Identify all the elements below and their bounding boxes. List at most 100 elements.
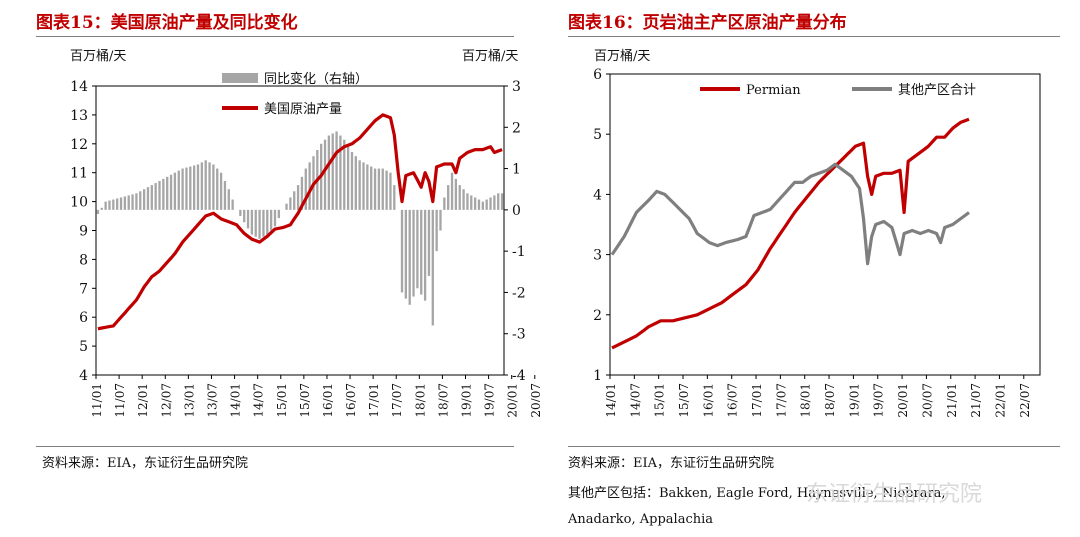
yoy-bar xyxy=(423,209,427,301)
yoy-bar xyxy=(466,193,469,210)
yoy-bar xyxy=(277,209,280,219)
yoy-bar xyxy=(189,166,192,210)
left-x-tick-label: 18/01 xyxy=(413,383,427,418)
right-chart-y-tick-label: 6 xyxy=(593,67,602,83)
yoy-bar xyxy=(273,209,277,227)
legend-line-label: 美国原油产量 xyxy=(264,102,342,117)
right-chart-x-tick-label: 17/01 xyxy=(750,383,764,418)
yoy-bar xyxy=(262,209,265,237)
right-y-tick-label: -3 xyxy=(512,327,526,343)
yoy-bar xyxy=(231,199,234,210)
yoy-bar xyxy=(497,193,500,210)
yoy-bar xyxy=(289,197,292,210)
right-note-line2: Anadarko, Appalachia xyxy=(568,512,714,527)
yoy-bar xyxy=(119,197,123,210)
yoy-bar xyxy=(181,168,184,210)
left-y-tick-label: 12 xyxy=(70,137,88,153)
left-x-tick-label: 14/07 xyxy=(252,383,266,418)
right-chart-panel: 图表16：页岩油主产区原油产量分布 百万桶/天 Permian 其他产区合计 1… xyxy=(560,0,1080,537)
yoy-bar xyxy=(473,197,477,210)
yoy-bar xyxy=(385,170,388,210)
left-x-tick-label: 13/01 xyxy=(182,383,196,418)
left-x-tick-label: 16/01 xyxy=(321,383,335,418)
right-chart-title: 图表16：页岩油主产区原油产量分布 xyxy=(568,13,847,33)
yoy-bar xyxy=(135,193,138,210)
yoy-bar xyxy=(158,180,161,210)
yoy-bar xyxy=(373,168,377,210)
left-y-tick-label: 14 xyxy=(70,79,88,95)
left-x-tick-label: 16/07 xyxy=(344,383,358,418)
yoy-bar xyxy=(331,133,334,210)
yoy-bar xyxy=(127,195,130,210)
right-chart-svg: 百万桶/天 Permian 其他产区合计 1 2 3 4 5 6 14/01 14/07 15/… xyxy=(593,49,1041,418)
right-y-tick-label: 0 xyxy=(512,203,521,219)
permian-line xyxy=(611,117,970,350)
left-y-tick-label: 6 xyxy=(79,310,88,326)
yoy-bar xyxy=(412,209,415,297)
right-legend: Permian 其他产区合计 xyxy=(700,83,976,98)
right-chart-x-tick-label: 20/01 xyxy=(896,383,910,418)
left-y-axis-unit: 百万桶/天 xyxy=(70,49,126,64)
right-chart-x-tick-label: 22/01 xyxy=(993,383,1007,418)
left-plot-frame xyxy=(95,85,505,376)
yoy-bar xyxy=(420,209,423,295)
left-x-tick-label: 20/01 xyxy=(506,383,520,418)
yoy-bar xyxy=(370,166,373,210)
yoy-bar xyxy=(323,139,327,210)
yoy-bar xyxy=(354,156,357,210)
yoy-bar xyxy=(404,209,408,299)
left-x-tick-label: 19/01 xyxy=(460,383,474,418)
right-chart-x-tick-label: 14/07 xyxy=(628,383,642,418)
yoy-bar xyxy=(162,178,165,210)
right-source-divider xyxy=(568,446,1060,447)
yoy-bar xyxy=(266,209,269,235)
us-crude-production-line xyxy=(97,113,503,331)
left-x-tick-label: 20/07 xyxy=(529,383,540,418)
yoy-bar xyxy=(123,196,127,210)
yoy-bar xyxy=(104,201,107,210)
yoy-bar xyxy=(489,197,492,210)
yoy-bar xyxy=(462,189,465,210)
yoy-bar xyxy=(343,139,346,210)
yoy-bar xyxy=(154,183,157,210)
right-chart-x-tick-label: 15/01 xyxy=(653,383,667,418)
yoy-bar xyxy=(450,172,454,210)
yoy-bar xyxy=(192,165,196,210)
yoy-bar xyxy=(389,172,392,210)
right-chart-y-unit: 百万桶/天 xyxy=(594,49,650,64)
yoy-bar xyxy=(219,172,223,210)
left-y-tick-label: 7 xyxy=(79,281,88,297)
right-chart-x-tick-label: 16/07 xyxy=(726,383,740,418)
right-chart-y-tick-label: 5 xyxy=(593,127,602,143)
right-y-axis-unit: 百万桶/天 xyxy=(462,49,518,64)
yoy-bar xyxy=(150,185,153,210)
yoy-bar xyxy=(308,162,311,210)
yoy-bar xyxy=(366,164,369,210)
right-y-tick-label: -1 xyxy=(512,244,526,260)
yoy-bar xyxy=(212,164,215,210)
left-x-tick-label: 17/01 xyxy=(367,383,381,418)
yoy-bar xyxy=(439,209,442,231)
yoy-bar xyxy=(239,209,242,217)
yoy-bar xyxy=(246,209,250,229)
yoy-bar xyxy=(500,193,504,210)
yoy-bar xyxy=(227,189,230,210)
right-y-tick-label: -2 xyxy=(512,285,526,301)
right-note-line1: 其他产区包括：Bakken, Eagle Ford, Haynesville, … xyxy=(568,486,946,501)
yoy-bar xyxy=(142,189,146,210)
yoy-bar xyxy=(408,209,411,305)
left-x-tick-label: 12/07 xyxy=(159,383,173,418)
left-chart-svg: 百万桶/天 百万桶/天 同比变化（右轴） 美国原油产量 456789101112… xyxy=(70,49,540,418)
watermark: 东证衍生品研究院 xyxy=(806,482,983,507)
yoy-bar xyxy=(381,168,384,210)
right-chart-x-tick-label: 16/01 xyxy=(701,383,715,418)
yoy-bar xyxy=(258,209,261,239)
yoy-bar xyxy=(427,209,431,276)
yoy-bar xyxy=(443,197,446,210)
yoy-bar xyxy=(304,168,307,210)
right-chart-x-tick-label: 15/07 xyxy=(677,383,691,418)
yoy-bar xyxy=(481,201,484,210)
yoy-bar xyxy=(447,185,450,210)
yoy-bar xyxy=(208,162,211,210)
yoy-bar xyxy=(250,209,254,235)
